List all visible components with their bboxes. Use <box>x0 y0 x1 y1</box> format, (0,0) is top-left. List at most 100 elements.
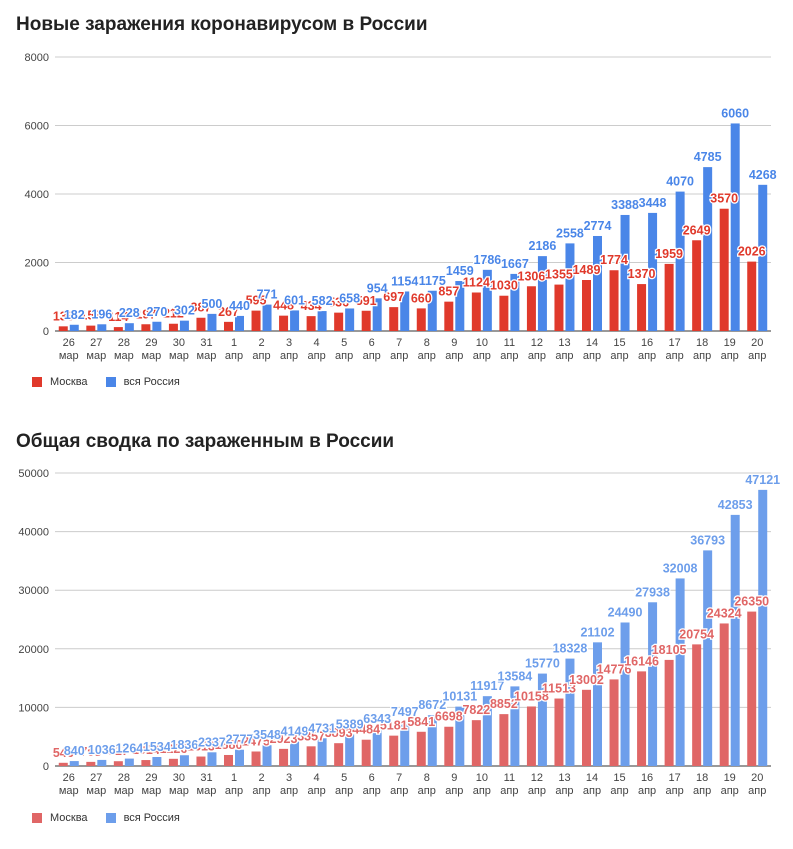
bar-moscow <box>609 679 619 766</box>
x-tick-label-line: апр <box>500 785 518 797</box>
bar-russia <box>648 212 658 331</box>
bar-russia <box>207 752 217 766</box>
x-tick-label: 7 апр <box>390 772 408 797</box>
data-label-moscow: 212 <box>163 307 184 321</box>
bar-moscow <box>141 760 151 766</box>
x-tick-label: 16 апр <box>638 337 656 362</box>
bar-russia <box>235 749 244 766</box>
data-label-russia: 6060 <box>721 106 749 120</box>
x-tick-label-line: апр <box>748 350 766 362</box>
x-tick-label: 10 апр <box>473 772 491 797</box>
bar-russia <box>262 304 272 331</box>
legend: Москва вся Россия <box>32 812 198 824</box>
x-tick-label-line: 5 <box>341 772 347 784</box>
x-tick-label-line: апр <box>721 350 739 362</box>
x-tick-label-line: апр <box>308 350 326 362</box>
x-tick-label-line: 8 <box>424 337 430 349</box>
data-label-russia: 4149 <box>281 725 309 739</box>
x-tick-label-line: апр <box>638 785 656 797</box>
x-tick-label-line: 8 <box>424 772 430 784</box>
bar-moscow <box>168 323 178 331</box>
data-label-moscow: 697 <box>383 290 404 304</box>
y-tick-label: 40000 <box>18 527 49 539</box>
x-tick-label-line: апр <box>528 350 546 362</box>
x-tick-label: 4 апр <box>308 772 326 797</box>
x-tick-label: 1 апр <box>225 772 243 797</box>
data-label-russia: 601 <box>284 293 305 307</box>
bar-russia <box>675 578 685 766</box>
bar-moscow <box>58 326 68 331</box>
data-label-moscow: 4484 <box>352 723 380 737</box>
legend-item-russia[interactable]: вся Россия <box>105 376 180 388</box>
bar-moscow <box>664 659 674 766</box>
x-tick-label-line: апр <box>335 785 353 797</box>
data-label-moscow: 591 <box>356 294 377 308</box>
data-label-moscow: 5181 <box>380 719 408 733</box>
x-tick-label: 12 апр <box>528 337 546 362</box>
x-tick-label: 1 апр <box>225 337 243 362</box>
x-tick-label-line: 14 <box>586 772 598 784</box>
x-tick-label-line: мар <box>114 785 134 797</box>
data-label-moscow: 1613 <box>187 740 215 754</box>
data-label-russia: 18328 <box>553 642 588 656</box>
data-label-moscow: 3357 <box>297 729 325 743</box>
bar-moscow <box>692 240 702 331</box>
x-tick-label: 15 апр <box>610 337 628 362</box>
x-tick-label-line: мар <box>86 785 106 797</box>
x-tick-label-line: 13 <box>558 772 570 784</box>
data-label-russia: 11917 <box>470 679 504 693</box>
data-label-russia: 8672 <box>418 698 446 712</box>
bar-russia <box>235 315 244 331</box>
x-tick-label: 29 мар <box>141 772 161 797</box>
bar-russia <box>345 734 355 766</box>
data-label-russia: 42853 <box>718 498 753 512</box>
bar-moscow <box>86 325 96 331</box>
bar-russia <box>290 741 300 766</box>
bar-russia <box>455 281 465 331</box>
data-label-russia: 4785 <box>694 150 722 164</box>
data-label-russia: 2558 <box>556 226 584 240</box>
data-label-moscow: 1355 <box>545 268 573 282</box>
bar-russia <box>317 738 327 766</box>
bar-moscow <box>334 743 344 766</box>
legend: Москва вся Россия <box>32 376 198 388</box>
legend-swatch-moscow <box>32 813 42 823</box>
x-tick-label-line: апр <box>555 350 573 362</box>
x-tick-label: 5 апр <box>335 772 353 797</box>
bar-russia <box>482 696 492 766</box>
data-label-moscow: 1226 <box>160 742 188 756</box>
bar-moscow <box>86 761 96 766</box>
y-tick-label: 4000 <box>25 189 49 201</box>
bar-moscow <box>582 280 591 331</box>
bar-moscow <box>168 758 178 766</box>
data-label-moscow: 387 <box>191 301 212 315</box>
legend-item-moscow[interactable]: Москва <box>32 376 88 388</box>
y-tick-label: 2000 <box>25 258 49 270</box>
data-label-moscow: 660 <box>411 291 432 305</box>
data-label-moscow: 2475 <box>242 734 270 748</box>
bar-moscow <box>58 762 68 766</box>
bar-russia <box>730 123 740 331</box>
x-tick-label-line: 20 <box>751 772 763 784</box>
legend-swatch-russia <box>105 377 116 387</box>
data-label-moscow: 5841 <box>407 715 435 729</box>
x-tick-label-line: апр <box>418 350 436 362</box>
bar-russia <box>317 311 327 331</box>
x-tick-label-line: 19 <box>724 337 736 349</box>
x-tick-label: 9 апр <box>445 772 463 797</box>
data-label-russia: 2777 <box>226 733 254 747</box>
x-tick-label-line: мар <box>86 350 106 362</box>
bar-moscow <box>141 324 151 331</box>
data-label-russia: 1264 <box>115 742 143 756</box>
data-label-russia: 228 <box>119 306 140 320</box>
x-tick-label: 30 мар <box>169 772 189 797</box>
bar-moscow <box>692 644 702 766</box>
bar-russia <box>593 642 602 766</box>
legend-item-russia[interactable]: вся Россия <box>105 812 180 824</box>
data-label-moscow: 8852 <box>490 697 518 711</box>
x-tick-label-line: 11 <box>504 772 515 784</box>
bar-russia <box>675 191 685 331</box>
data-label-russia: 1534 <box>143 740 171 754</box>
legend-item-moscow[interactable]: Москва <box>32 812 88 824</box>
data-label-russia: 500 <box>202 297 223 311</box>
